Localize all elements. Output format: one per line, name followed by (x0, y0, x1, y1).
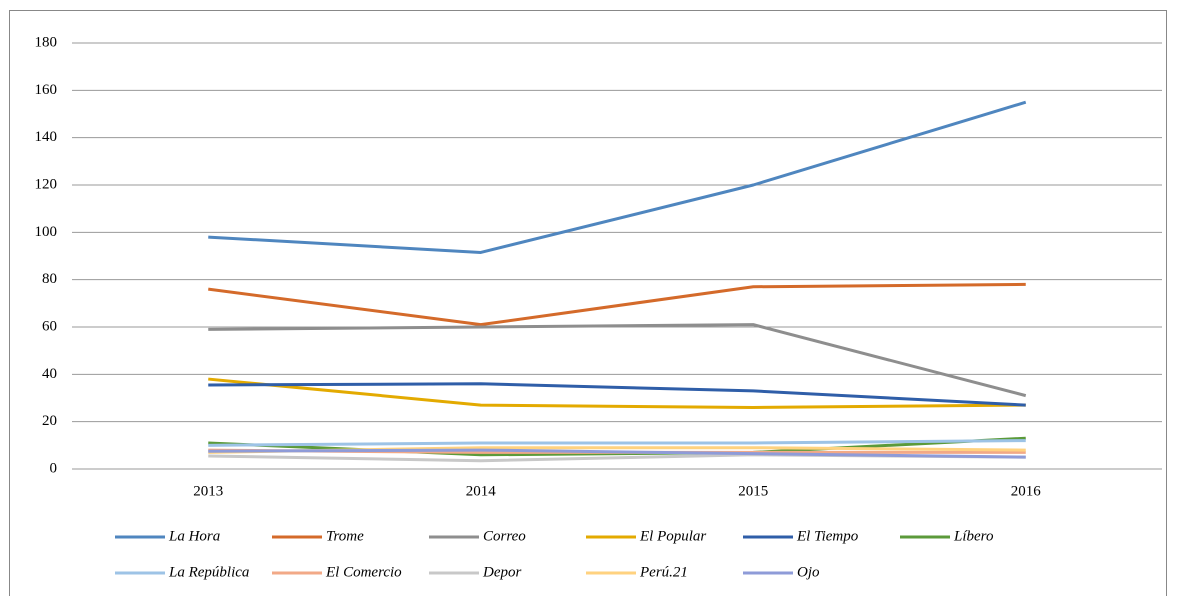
y-tick-label: 60 (42, 318, 57, 334)
legend-label: Correo (483, 528, 526, 544)
legend-label: El Popular (639, 528, 706, 544)
legend-label: Trome (326, 528, 364, 544)
y-tick-label: 120 (35, 176, 58, 192)
series-line (208, 439, 1026, 447)
y-tick-label: 160 (35, 82, 58, 98)
x-tick-label: 2016 (1011, 483, 1042, 499)
y-tick-label: 100 (35, 224, 58, 240)
series-line (208, 382, 1026, 407)
series-line (208, 377, 1026, 409)
legend-label: La Hora (168, 528, 220, 544)
legend-label: El Tiempo (796, 528, 859, 544)
series-line (208, 282, 1026, 327)
series-line (208, 323, 1027, 398)
legend-label: Ojo (797, 564, 820, 580)
y-tick-label: 0 (50, 460, 58, 476)
y-tick-label: 140 (35, 129, 58, 145)
y-tick-label: 180 (35, 34, 58, 50)
legend-label: La República (168, 564, 249, 580)
x-tick-label: 2013 (193, 483, 223, 499)
legend-label: Líbero (953, 528, 994, 544)
legend-label: Depor (482, 564, 521, 580)
chart-frame (9, 10, 1167, 596)
y-tick-label: 20 (42, 413, 57, 429)
x-tick-label: 2014 (466, 483, 497, 499)
legend-label: Perú.21 (639, 564, 688, 580)
y-tick-label: 80 (42, 271, 57, 287)
legend-label: El Comercio (325, 564, 402, 580)
series-line (208, 100, 1027, 254)
y-tick-label: 40 (42, 366, 57, 382)
x-tick-label: 2015 (738, 483, 768, 499)
series-line (208, 448, 1026, 459)
